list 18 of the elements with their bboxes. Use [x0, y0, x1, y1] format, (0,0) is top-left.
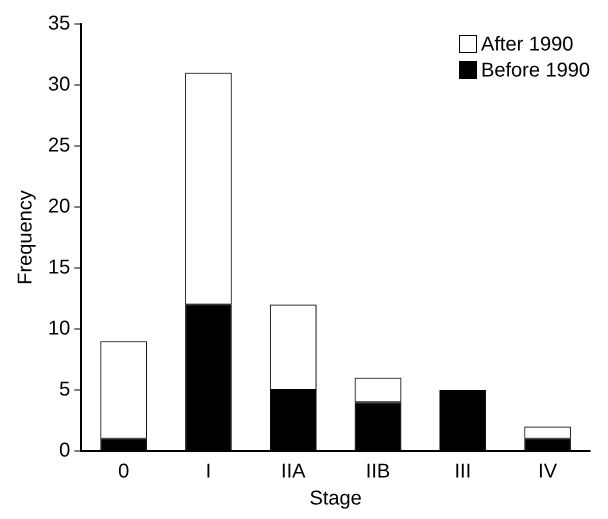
y-tick-label: 5 — [59, 378, 70, 401]
legend-label: Before 1990 — [481, 60, 590, 82]
x-tick-label: IIB — [366, 460, 390, 483]
y-tick-label: 20 — [48, 196, 70, 218]
x-tick-label: IV — [538, 460, 558, 483]
y-tick-label: 30 — [48, 74, 70, 96]
x-tick-label: III — [454, 460, 472, 483]
x-tick-label: IIA — [281, 460, 306, 483]
y-axis-title: Frequency — [14, 190, 37, 285]
y-tick-label: 35 — [48, 12, 70, 35]
y-tick-label: 0 — [59, 440, 70, 462]
y-tick-label: 10 — [48, 318, 70, 340]
x-tick-label: I — [206, 460, 212, 483]
y-tick-label: 25 — [48, 134, 70, 157]
x-tick-label: 0 — [118, 460, 130, 483]
legend-label: After 1990 — [481, 34, 574, 56]
x-axis-title: Stage — [309, 488, 362, 510]
y-tick-label: 15 — [48, 256, 70, 279]
